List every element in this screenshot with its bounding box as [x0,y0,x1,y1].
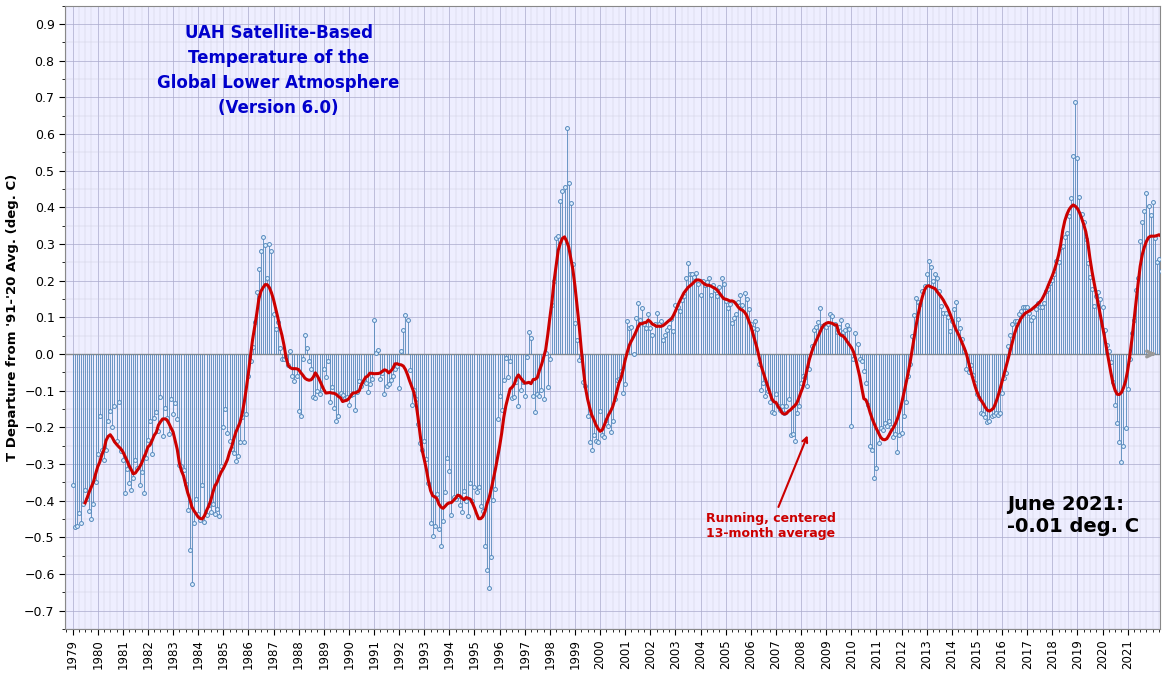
Text: UAH Satellite-Based
Temperature of the
Global Lower Atmosphere
(Version 6.0): UAH Satellite-Based Temperature of the G… [157,24,399,117]
Text: June 2021:
-0.01 deg. C: June 2021: -0.01 deg. C [1007,495,1139,536]
Text: Running, centered
13-month average: Running, centered 13-month average [706,437,835,541]
Y-axis label: T Departure from '91-'20 Avg. (deg. C): T Departure from '91-'20 Avg. (deg. C) [6,173,19,461]
